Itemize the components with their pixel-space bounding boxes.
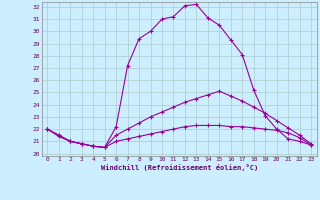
X-axis label: Windchill (Refroidissement éolien,°C): Windchill (Refroidissement éolien,°C) [100,164,258,171]
